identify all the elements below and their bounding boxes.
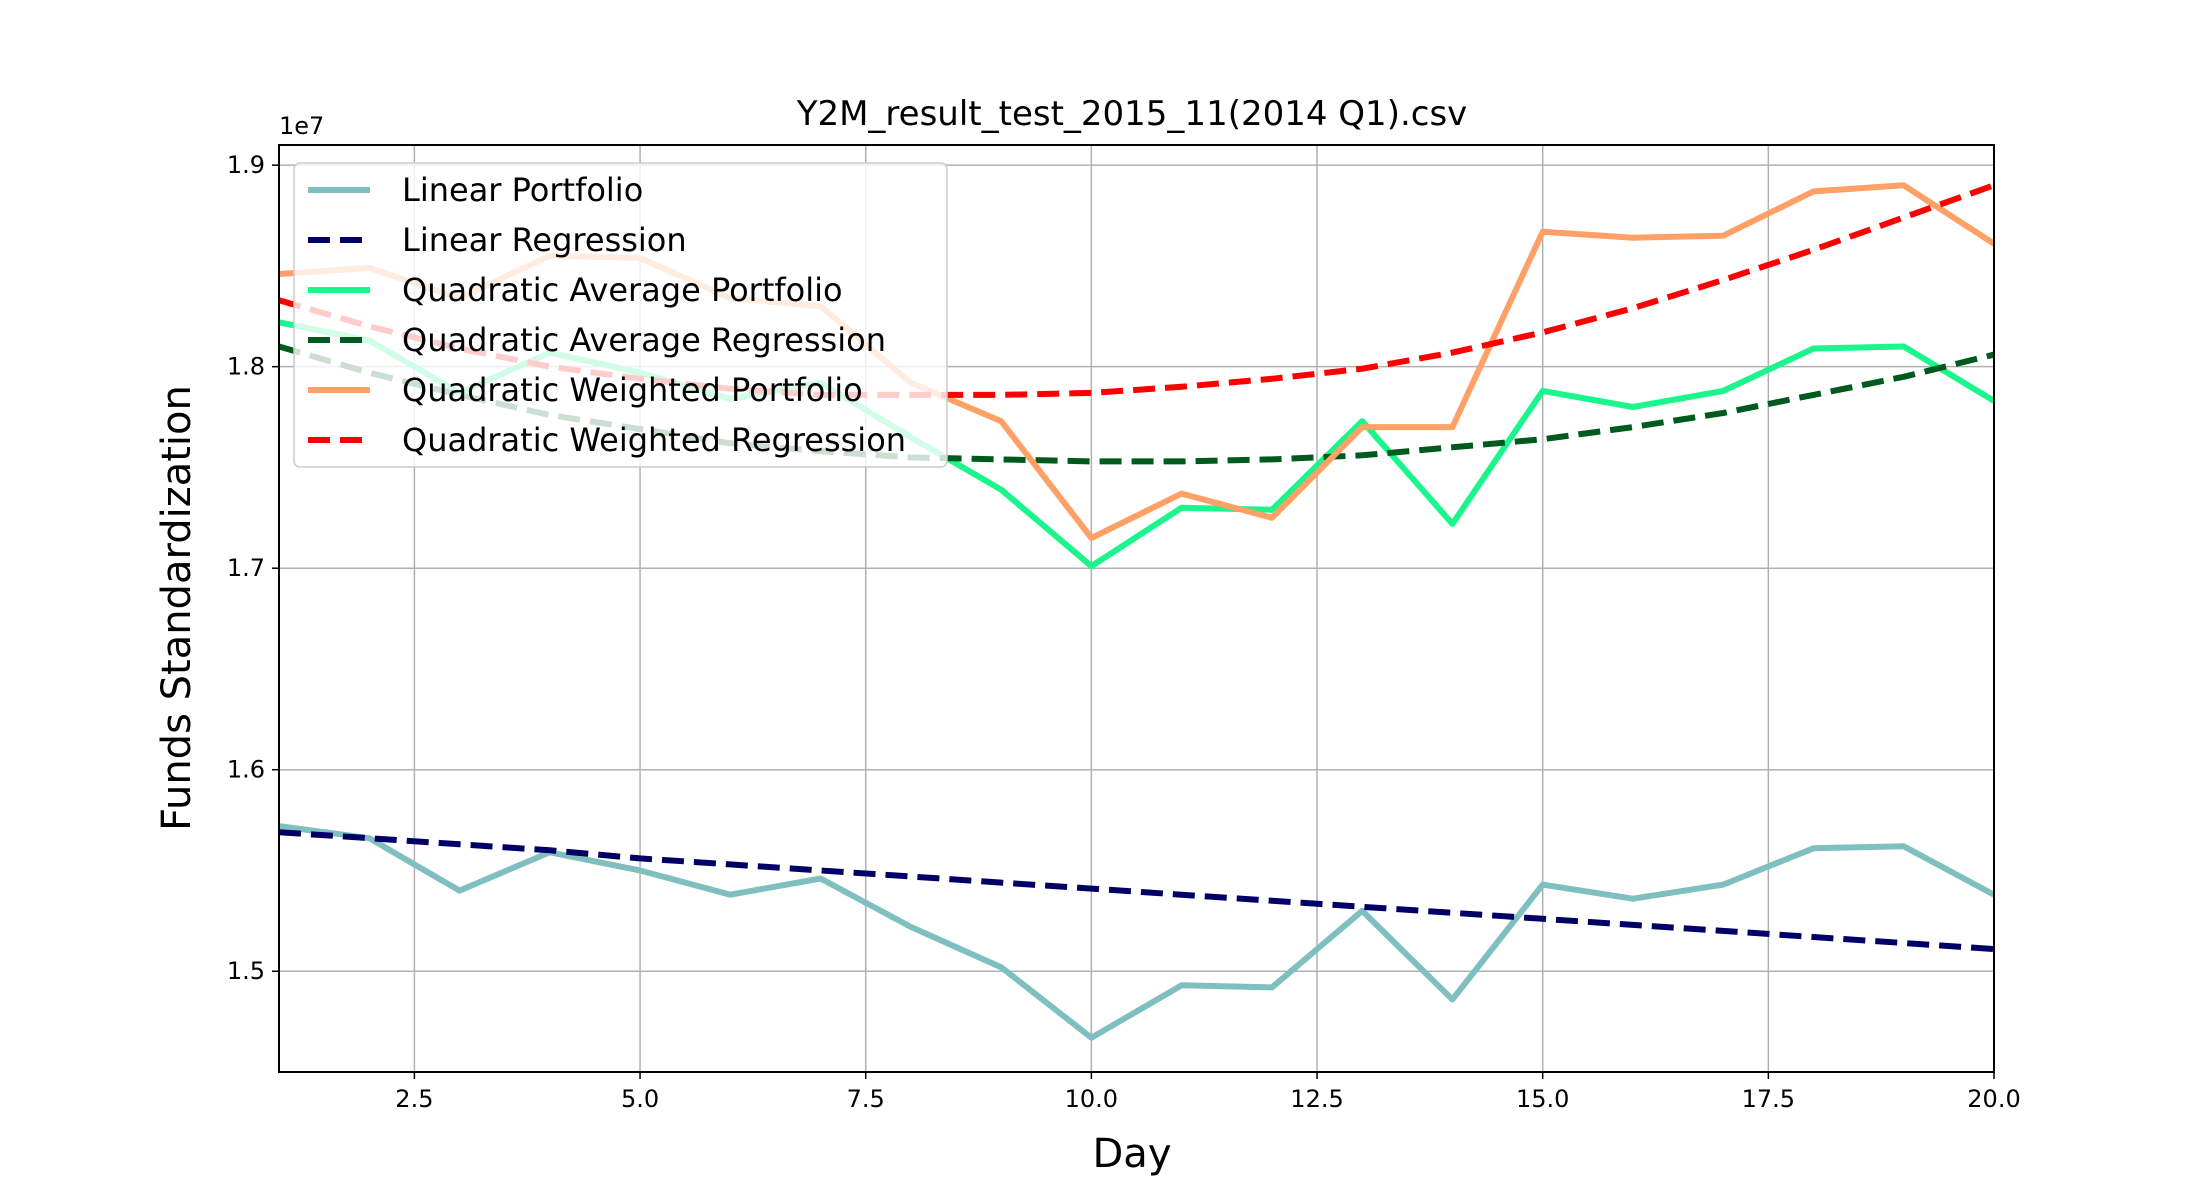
x-tick-label: 10.0 (1065, 1085, 1118, 1113)
y-axis-label: Funds Standardization (154, 385, 200, 831)
y-tick-label: 1.6 (227, 756, 265, 784)
y-axis-offset-label: 1e7 (279, 112, 324, 140)
y-tick-label: 1.9 (227, 151, 265, 179)
series-line-linear-portfolio (279, 823, 1994, 1041)
y-tick-label: 1.7 (227, 554, 265, 582)
legend-label-quadratic-average-regression: Quadratic Average Regression (402, 321, 886, 359)
y-tick-label: 1.8 (227, 353, 265, 381)
chart-title: Y2M_result_test_2015_11(2014 Q1).csv (796, 94, 1468, 134)
y-tick-label: 1.5 (227, 957, 265, 985)
x-tick-label: 17.5 (1742, 1085, 1795, 1113)
x-tick-label: 2.5 (395, 1085, 433, 1113)
legend-label-linear-portfolio: Linear Portfolio (402, 171, 643, 209)
y-axis-ticks: 1.5 1.6 1.7 1.8 1.9 (227, 151, 279, 985)
x-axis-label: Day (1093, 1131, 1172, 1177)
legend-label-quadratic-average-portfolio: Quadratic Average Portfolio (402, 271, 843, 309)
legend-label-linear-regression: Linear Regression (402, 221, 687, 259)
x-tick-label: 12.5 (1290, 1085, 1343, 1113)
x-axis-ticks: 2.5 5.0 7.5 10.0 12.5 15.0 17.5 20.0 (395, 1072, 2021, 1113)
x-tick-label: 5.0 (621, 1085, 659, 1113)
legend: Linear Portfolio Linear Regression Quadrat… (293, 162, 948, 468)
x-tick-label: 7.5 (847, 1085, 885, 1113)
legend-label-quadratic-weighted-regression: Quadratic Weighted Regression (402, 421, 906, 459)
plot-area-frame (278, 144, 1995, 1073)
x-tick-label: 20.0 (1967, 1085, 2020, 1113)
x-tick-label: 15.0 (1516, 1085, 1569, 1113)
legend-frame (293, 162, 948, 468)
legend-label-quadratic-weighted-portfolio: Quadratic Weighted Portfolio (402, 371, 863, 409)
